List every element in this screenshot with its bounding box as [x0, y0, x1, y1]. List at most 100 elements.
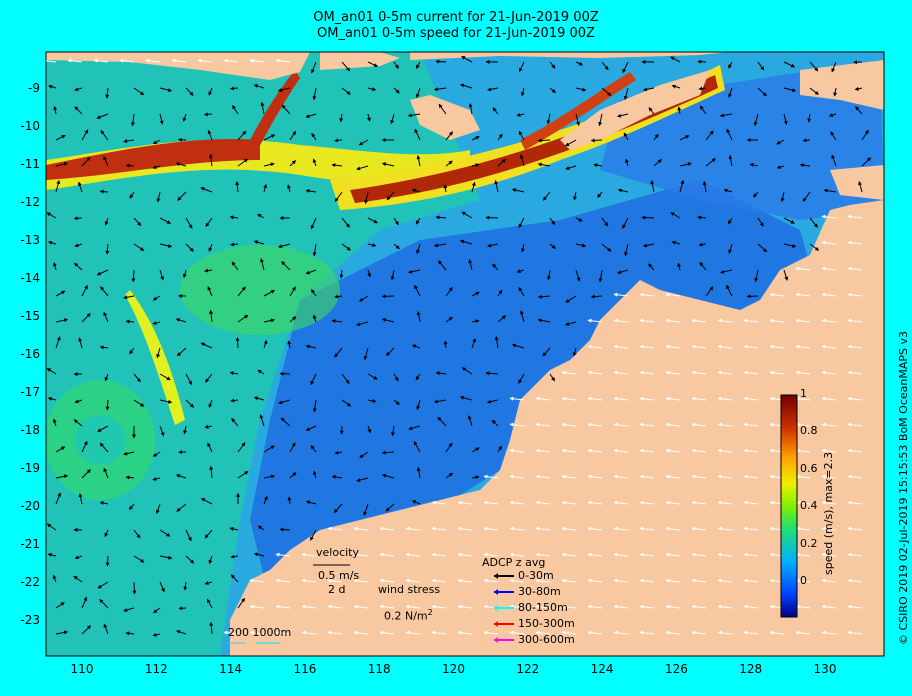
current-vector: [253, 552, 265, 557]
current-vector: [237, 286, 246, 297]
current-vector: [159, 581, 165, 593]
current-vector: [549, 217, 556, 226]
adcp-legend-arrowhead: [494, 589, 498, 595]
current-vector: [601, 243, 612, 252]
wind-vector: [743, 630, 759, 635]
lat-tick-label: -20: [20, 499, 40, 513]
wind-vector: [691, 344, 707, 349]
wind-vector: [535, 474, 551, 479]
wind-vector: [821, 500, 837, 505]
wind-vector: [613, 552, 629, 557]
colorbar-tick-label: 0.2: [800, 536, 818, 550]
current-vector: [123, 295, 135, 300]
wind-vector: [769, 344, 785, 349]
current-vector: [99, 501, 109, 506]
wind-vector: [821, 422, 837, 427]
current-vector: [231, 417, 239, 427]
bathy-legend: 200 1000m: [228, 626, 292, 639]
current-vector: [230, 554, 239, 559]
current-vector: [46, 212, 57, 219]
wind-vector: [639, 552, 655, 557]
wind-vector: [587, 578, 603, 583]
current-vector: [159, 217, 171, 224]
current-vector: [159, 529, 171, 537]
current-vector: [415, 373, 421, 381]
current-vector: [287, 184, 291, 193]
current-vector: [205, 373, 213, 383]
wind-vector: [561, 396, 577, 401]
current-vector: [385, 503, 395, 512]
current-vector: [235, 181, 240, 193]
current-vector: [81, 156, 91, 167]
wind-vector: [847, 396, 863, 401]
wind-vector: [639, 604, 655, 609]
current-vector: [461, 367, 473, 375]
wind-vector: [717, 552, 733, 557]
colorbar: [780, 394, 798, 618]
wind-vector: [665, 370, 681, 375]
current-vector: [289, 286, 296, 297]
current-vector: [178, 606, 187, 611]
current-vector: [105, 87, 110, 99]
current-vector: [289, 316, 297, 323]
current-vector: [542, 191, 551, 201]
wind-vector: [587, 318, 603, 323]
current-vector: [575, 243, 587, 248]
current-vector: [437, 416, 447, 427]
wind-vector: [327, 578, 343, 583]
wind-vector: [613, 578, 629, 583]
current-vector: [356, 321, 369, 327]
current-vector: [182, 269, 187, 279]
wind-vector: [795, 500, 811, 505]
current-vector: [99, 189, 109, 194]
current-vector: [263, 495, 268, 505]
current-vector: [81, 625, 92, 635]
current-vector: [207, 129, 213, 141]
wind-vector: [223, 630, 239, 635]
current-vector: [648, 263, 655, 271]
lat-tick-label: -14: [20, 271, 40, 285]
current-vector: [311, 61, 317, 74]
current-vector: [720, 269, 733, 274]
current-vector: [415, 87, 421, 99]
current-vector: [537, 138, 551, 143]
adcp-legend-label: 300-600m: [518, 633, 575, 646]
current-vector: [175, 162, 187, 167]
wind-vector: [795, 266, 811, 271]
current-vector: [289, 472, 297, 479]
current-vector: [257, 525, 265, 531]
current-vector: [753, 113, 759, 127]
wind-vector: [379, 578, 395, 583]
current-vector: [237, 442, 246, 453]
current-vector: [280, 417, 291, 427]
wind-vector: [743, 500, 759, 505]
current-vector: [677, 262, 682, 271]
colorbar-tick-label: 0.4: [800, 499, 818, 513]
lon-tick-label: 126: [664, 662, 688, 676]
wind-vector: [665, 396, 681, 401]
wind-vector: [301, 578, 317, 583]
current-vector: [776, 139, 785, 145]
current-vector: [728, 87, 733, 98]
current-vector: [367, 398, 377, 403]
wind-vector: [457, 552, 473, 557]
colorbar-tick-label: 0.8: [800, 424, 818, 438]
current-vector: [200, 498, 213, 505]
adcp-legend-label: 80-150m: [518, 601, 568, 614]
wind-vector: [353, 526, 369, 531]
current-vector: [653, 159, 662, 167]
current-vector: [131, 269, 136, 283]
current-vector: [133, 399, 145, 407]
current-vector: [367, 87, 377, 92]
wind-vector: [509, 526, 525, 531]
current-vector: [208, 555, 213, 565]
current-vector: [497, 289, 503, 297]
adcp-legend-arrowhead: [494, 605, 498, 611]
current-vector: [623, 87, 629, 101]
current-vector: [386, 191, 395, 201]
wind-vector: [405, 604, 421, 609]
current-vector: [73, 575, 83, 583]
current-vector: [312, 87, 317, 101]
current-vector: [305, 269, 317, 275]
wind-vector: [535, 526, 551, 531]
